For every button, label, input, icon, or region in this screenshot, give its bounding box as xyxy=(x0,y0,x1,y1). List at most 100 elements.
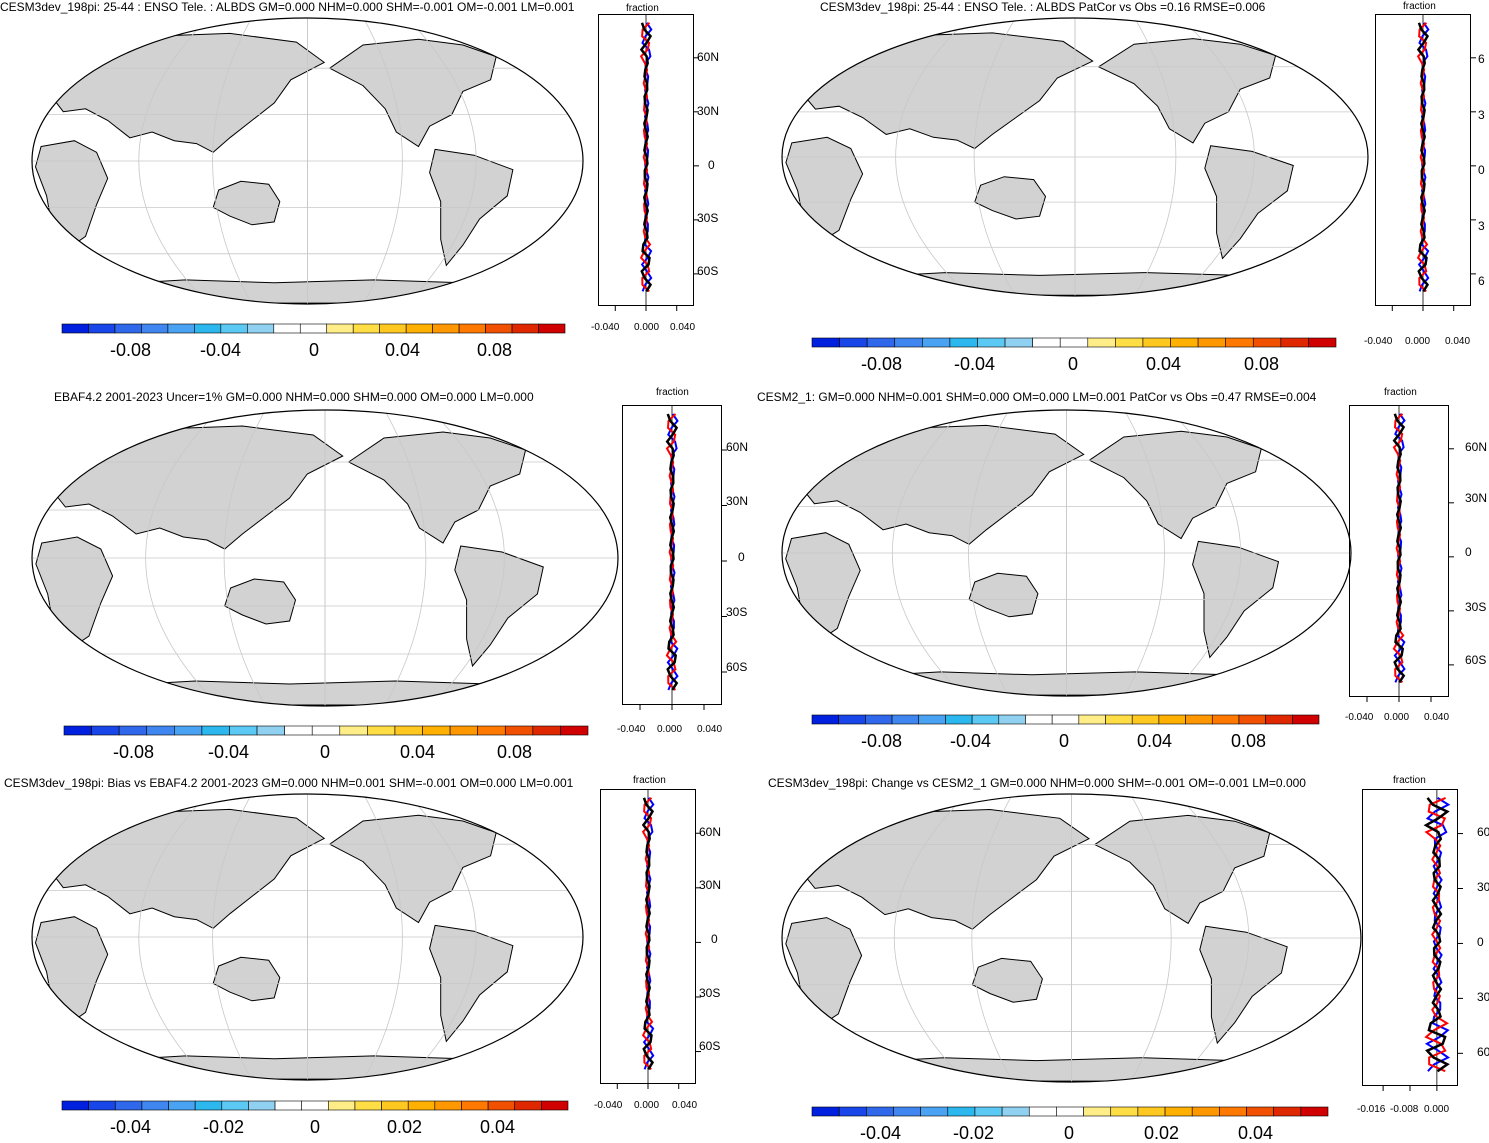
map-outline xyxy=(31,409,619,707)
graticule xyxy=(1128,794,1172,1082)
colorbar-label: 0.04 xyxy=(1238,1123,1274,1143)
panel-title: CESM3dev_198pi: Bias vs EBAF4.2 2001-202… xyxy=(4,776,574,790)
graticule xyxy=(404,18,477,304)
graticule xyxy=(1173,794,1250,1082)
lat-label: 0 xyxy=(708,158,715,172)
graticule xyxy=(404,794,477,1080)
lat-label: 60S xyxy=(697,264,719,278)
x-tick: 0.000 xyxy=(657,724,683,735)
colorbar-swatch xyxy=(1056,1106,1084,1117)
colorbar-swatch xyxy=(118,725,148,736)
colorbar-swatch xyxy=(174,725,203,736)
colorbar-label: 0 xyxy=(1059,731,1070,751)
graticule xyxy=(212,18,253,304)
x-tick: -0.040 xyxy=(1345,712,1374,723)
graticule xyxy=(138,18,211,304)
lat-label: 0 xyxy=(1477,935,1484,949)
colorbar-swatch xyxy=(61,323,89,334)
colorbar-swatch xyxy=(893,1106,921,1117)
colorbar-swatch xyxy=(339,725,368,736)
colorbar-swatch xyxy=(328,1100,356,1111)
colorbar-swatch xyxy=(811,1106,840,1117)
lat-label: 30N xyxy=(1465,491,1488,505)
colorbar-swatch xyxy=(407,1100,436,1111)
colorbar-swatch xyxy=(504,725,534,736)
world-map xyxy=(781,793,1362,1083)
profile-title: fraction xyxy=(1384,387,1417,398)
colorbar-swatch xyxy=(974,1106,1003,1117)
colorbar-swatch xyxy=(354,1100,382,1111)
lat-label: 6 xyxy=(1478,52,1485,66)
lat-label: 0 xyxy=(711,932,718,946)
colorbar-label: -0.08 xyxy=(110,340,152,360)
colorbar-swatch xyxy=(1142,337,1171,348)
world-map xyxy=(31,17,584,305)
land xyxy=(1286,26,1348,57)
colorbar-swatch xyxy=(1191,1106,1220,1117)
land xyxy=(506,27,564,58)
graticule xyxy=(891,410,966,696)
panel-title: CESM3dev_198pi: 25-44 : ENSO Tele. : ALB… xyxy=(0,0,575,14)
graticule xyxy=(145,410,222,706)
colorbar-swatch xyxy=(141,1100,169,1111)
colorbar-swatch xyxy=(1197,337,1226,348)
colorbar-label: 0 xyxy=(1068,354,1079,374)
graticule xyxy=(968,410,1011,696)
colorbar xyxy=(811,714,1320,725)
x-tick: 0.000 xyxy=(634,322,660,333)
map-outline xyxy=(31,17,584,305)
graticule xyxy=(893,794,970,1082)
land xyxy=(802,32,1094,150)
x-tick: 0.040 xyxy=(670,322,696,333)
land xyxy=(347,431,527,544)
land xyxy=(212,956,281,1002)
colorbar-swatch xyxy=(1025,714,1053,725)
colorbar-label: 0.08 xyxy=(497,742,533,762)
lat-label: 60N xyxy=(726,440,749,454)
colorbar-swatch xyxy=(91,725,120,736)
lat-label: 30N xyxy=(697,104,720,118)
colorbar-swatch xyxy=(1051,714,1080,725)
colorbar-swatch xyxy=(1032,337,1061,348)
colorbar-swatch xyxy=(1308,337,1337,348)
x-tick: -0.016 xyxy=(1357,1104,1386,1115)
land xyxy=(1280,803,1341,834)
colorbar-swatch xyxy=(922,337,951,348)
profile-line xyxy=(1392,413,1406,684)
land xyxy=(224,578,297,625)
colorbar-label: -0.08 xyxy=(113,742,155,762)
map-outline xyxy=(31,793,584,1081)
colorbar-swatch xyxy=(88,1100,116,1111)
map-outline xyxy=(781,17,1369,297)
colorbar-label: 0.08 xyxy=(1244,354,1280,374)
colorbar-swatch xyxy=(894,337,923,348)
colorbar-swatch xyxy=(221,1100,249,1111)
graticule xyxy=(1133,18,1177,296)
colorbar-swatch xyxy=(394,725,423,736)
colorbar-label: 0.02 xyxy=(1144,1123,1180,1143)
colorbar-label: 0.04 xyxy=(1146,354,1182,374)
zonal-profile xyxy=(622,405,727,710)
x-tick: 0.000 xyxy=(1424,1104,1450,1115)
x-tick: -0.040 xyxy=(594,1100,623,1111)
colorbar-swatch xyxy=(61,1100,89,1111)
lat-label: 60N xyxy=(697,50,720,64)
x-tick: 0.040 xyxy=(697,724,723,735)
profile-title: fraction xyxy=(626,3,659,14)
x-tick: -0.008 xyxy=(1390,1104,1419,1115)
colorbar-swatch xyxy=(865,714,893,725)
colorbar-swatch xyxy=(1300,1106,1329,1117)
world-map xyxy=(781,17,1369,297)
colorbar-swatch xyxy=(477,725,506,736)
colorbar-swatch xyxy=(977,337,1006,348)
colorbar-swatch xyxy=(422,725,451,736)
colorbar-swatch xyxy=(1252,337,1282,348)
colorbar-swatch xyxy=(511,323,539,334)
colorbar-swatch xyxy=(866,337,896,348)
colorbar-swatch xyxy=(299,323,328,334)
colorbar-label: -0.04 xyxy=(954,354,996,374)
colorbar-label: 0.04 xyxy=(385,340,421,360)
colorbar-swatch xyxy=(256,725,285,736)
lat-label: 0 xyxy=(1465,545,1472,559)
land xyxy=(328,814,497,924)
